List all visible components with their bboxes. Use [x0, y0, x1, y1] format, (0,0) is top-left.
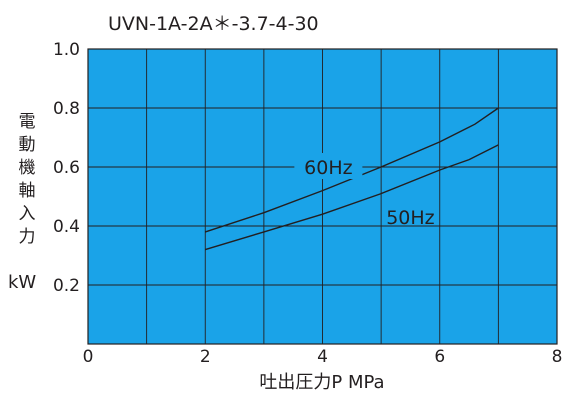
- series-label: 60Hz: [304, 157, 352, 179]
- y-tick-label: 0.4: [53, 217, 80, 237]
- series-line: [205, 107, 499, 233]
- y-axis-unit: kW: [8, 272, 36, 293]
- y-axis-label-char: 軸: [19, 181, 36, 201]
- y-tick-labels: 0.2 0.4 0.6 0.8 1.0: [53, 40, 80, 296]
- x-tick-labels: 0 2 4 6 8: [83, 347, 563, 367]
- y-tick-label: 0.6: [53, 158, 80, 178]
- y-axis-label-char: 動: [19, 135, 36, 155]
- x-tick-label: 8: [552, 347, 563, 367]
- x-tick-label: 0: [83, 347, 94, 367]
- series-label: 50Hz: [386, 207, 434, 229]
- x-tick-label: 2: [200, 347, 211, 367]
- y-axis-label-char: 機: [19, 158, 36, 178]
- y-axis-label-char: 力: [19, 227, 36, 247]
- y-tick-label: 1.0: [53, 40, 80, 60]
- chart-title: UVN-1A-2A＊-3.7-4-30: [108, 13, 319, 35]
- series-lines: [205, 107, 499, 251]
- y-tick-label: 0.8: [53, 99, 80, 119]
- x-tick-label: 4: [317, 347, 328, 367]
- series-labels: 60Hz 50Hz: [294, 153, 435, 229]
- series-label-background: [294, 153, 363, 179]
- series-line: [205, 144, 499, 251]
- plot-frame: [87, 48, 558, 345]
- y-tick-label: 0.2: [53, 276, 80, 296]
- x-axis-label: 吐出圧力P MPa: [259, 372, 384, 393]
- y-axis-label-char: 入: [19, 204, 36, 224]
- plot-area: [87, 48, 558, 345]
- x-tick-label: 6: [434, 347, 445, 367]
- y-axis-label-char: 電: [19, 112, 36, 132]
